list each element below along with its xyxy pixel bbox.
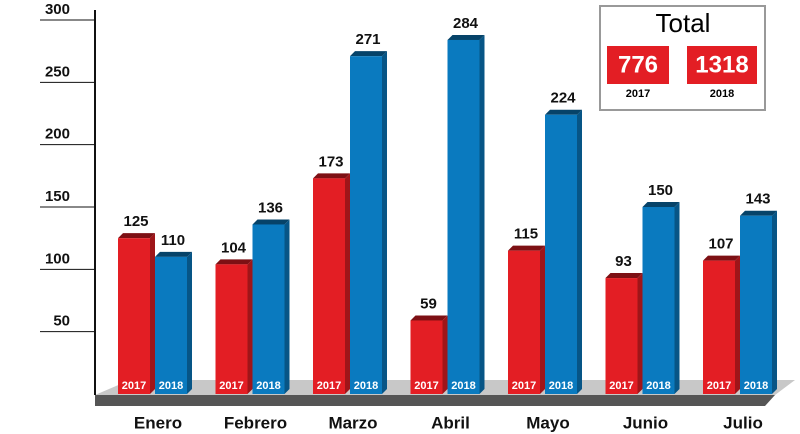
value-label: 115 [514,226,538,243]
total-box [607,46,669,84]
total-label: 2018 [710,88,734,100]
value-label: 150 [648,182,673,199]
bar [740,215,772,394]
value-label: 59 [420,295,437,312]
x-tick-label: Mayo [526,413,569,432]
totals-box: Total 776 1318 2017 2018 [599,5,766,111]
bar-series-label: 2018 [256,380,280,392]
bar-top [313,173,350,179]
bar [703,260,735,394]
bar-series-label: 2018 [646,380,670,392]
bar-series-label: 2018 [354,380,378,392]
bar-side [382,51,387,395]
bar [313,178,345,394]
bar-top [703,255,740,261]
bar-top [350,51,387,57]
bar [215,264,248,394]
bar [350,56,382,395]
bar [118,238,150,394]
total-value: 776 [618,51,658,78]
bar-series-label: 2018 [451,380,475,392]
total-box [687,46,757,84]
value-label: 93 [615,253,632,270]
value-label: 107 [708,236,733,253]
value-label: 224 [550,90,576,107]
bar-series-label: 2017 [122,380,146,392]
bar-top [545,109,582,115]
bar [605,278,638,394]
bar-side [442,315,448,394]
bar-top [252,219,290,225]
bar-series-label: 2018 [549,380,573,392]
bar-side [284,219,290,394]
x-tick-label: Febrero [224,413,287,432]
bar-series-label: 2017 [512,380,536,392]
bar-top [410,315,448,321]
bar-series-label: 2017 [609,380,633,392]
bar-top [642,202,680,207]
bar-top [215,259,253,265]
value-label: 271 [355,31,380,48]
bar [252,224,285,394]
bar-side [674,202,680,394]
x-tick-label: Enero [134,413,182,432]
value-label: 284 [453,15,479,32]
bar [642,207,675,394]
bar-side [637,273,643,394]
bar [410,320,443,394]
bar-series-label: 2017 [219,380,243,392]
bar [508,250,540,394]
bar-side [735,255,740,394]
bar-top [605,273,643,279]
y-tick-label: 150 [45,188,70,205]
bar [155,256,187,394]
y-tick-label: 250 [45,63,70,80]
bar-side [479,34,485,395]
value-label: 110 [161,232,185,249]
value-label: 173 [318,153,343,170]
bar-side [772,210,777,394]
bar-top [447,34,485,40]
bar [545,114,577,394]
bar-top [155,251,192,257]
bar-side [577,109,582,394]
bar-side [187,251,192,394]
bar-side [345,173,350,394]
bar-series-label: 2017 [414,380,438,392]
value-label: 104 [221,239,247,256]
bar-side [540,245,545,394]
x-tick-label: Abril [431,413,470,432]
value-label: 136 [258,199,283,216]
total-label: 2017 [626,88,650,100]
bar-top [740,210,777,216]
y-tick-label: 100 [45,250,70,267]
value-label: 125 [123,213,148,230]
bar-top [118,233,155,239]
y-tick-label: 200 [45,126,70,143]
x-tick-label: Julio [723,413,763,432]
bar-side [150,233,155,394]
floor-shadow [95,395,775,406]
totals-title: Total [656,8,711,38]
bar-series-label: 2018 [159,380,183,392]
bar-top [508,245,545,251]
bar-side [247,259,253,394]
total-value: 1318 [695,51,748,78]
bar-series-label: 2018 [744,380,768,392]
bar-series-label: 2017 [707,380,731,392]
x-tick-label: Junio [623,413,668,432]
bar-series-label: 2017 [317,380,341,392]
y-tick-label: 300 [45,1,70,18]
y-tick-label: 50 [53,313,70,330]
x-tick-label: Marzo [328,413,377,432]
bar [447,39,480,395]
value-label: 143 [745,191,770,208]
